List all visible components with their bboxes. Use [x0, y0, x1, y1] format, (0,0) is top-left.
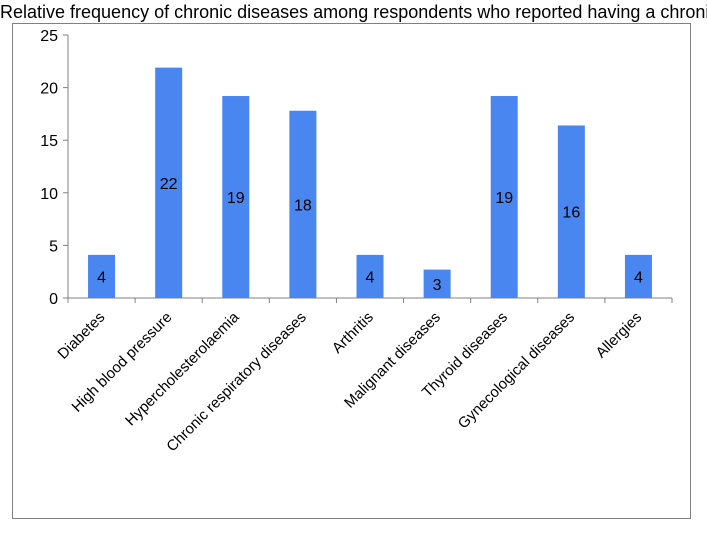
data-label: 4 — [366, 269, 375, 286]
y-tick-label: 0 — [49, 291, 58, 308]
bar — [155, 67, 183, 298]
category-label: Hypercholesterolaemia — [122, 308, 243, 429]
data-label: 19 — [227, 190, 245, 207]
bar — [624, 254, 652, 298]
y-tick-label: 15 — [40, 133, 58, 150]
bar — [557, 125, 585, 298]
data-label: 22 — [160, 176, 178, 193]
data-label: 16 — [562, 205, 580, 222]
y-tick-label: 20 — [40, 81, 58, 98]
y-tick-label: 5 — [49, 238, 58, 255]
data-label: 4 — [634, 269, 643, 286]
category-label: Chronic respiratory diseases — [163, 309, 309, 455]
bar — [490, 96, 518, 299]
data-label: 18 — [294, 197, 312, 214]
y-tick-label: 25 — [40, 28, 58, 45]
data-label: 4 — [97, 269, 106, 286]
bar — [222, 96, 250, 299]
chart-frame — [12, 23, 691, 519]
y-tick-label: 10 — [40, 186, 58, 203]
bar — [423, 269, 451, 298]
data-label: 3 — [433, 277, 442, 294]
category-label: Arthritis — [329, 309, 377, 357]
chart-title: Relative frequency of chronic diseases a… — [0, 2, 707, 22]
category-label: Diabetes — [55, 309, 109, 363]
bar — [88, 254, 116, 298]
data-label: 19 — [495, 190, 513, 207]
category-label: Gynecological diseases — [455, 309, 578, 432]
bar — [356, 254, 384, 298]
category-label: Allergies — [593, 309, 646, 362]
bar — [289, 110, 317, 298]
